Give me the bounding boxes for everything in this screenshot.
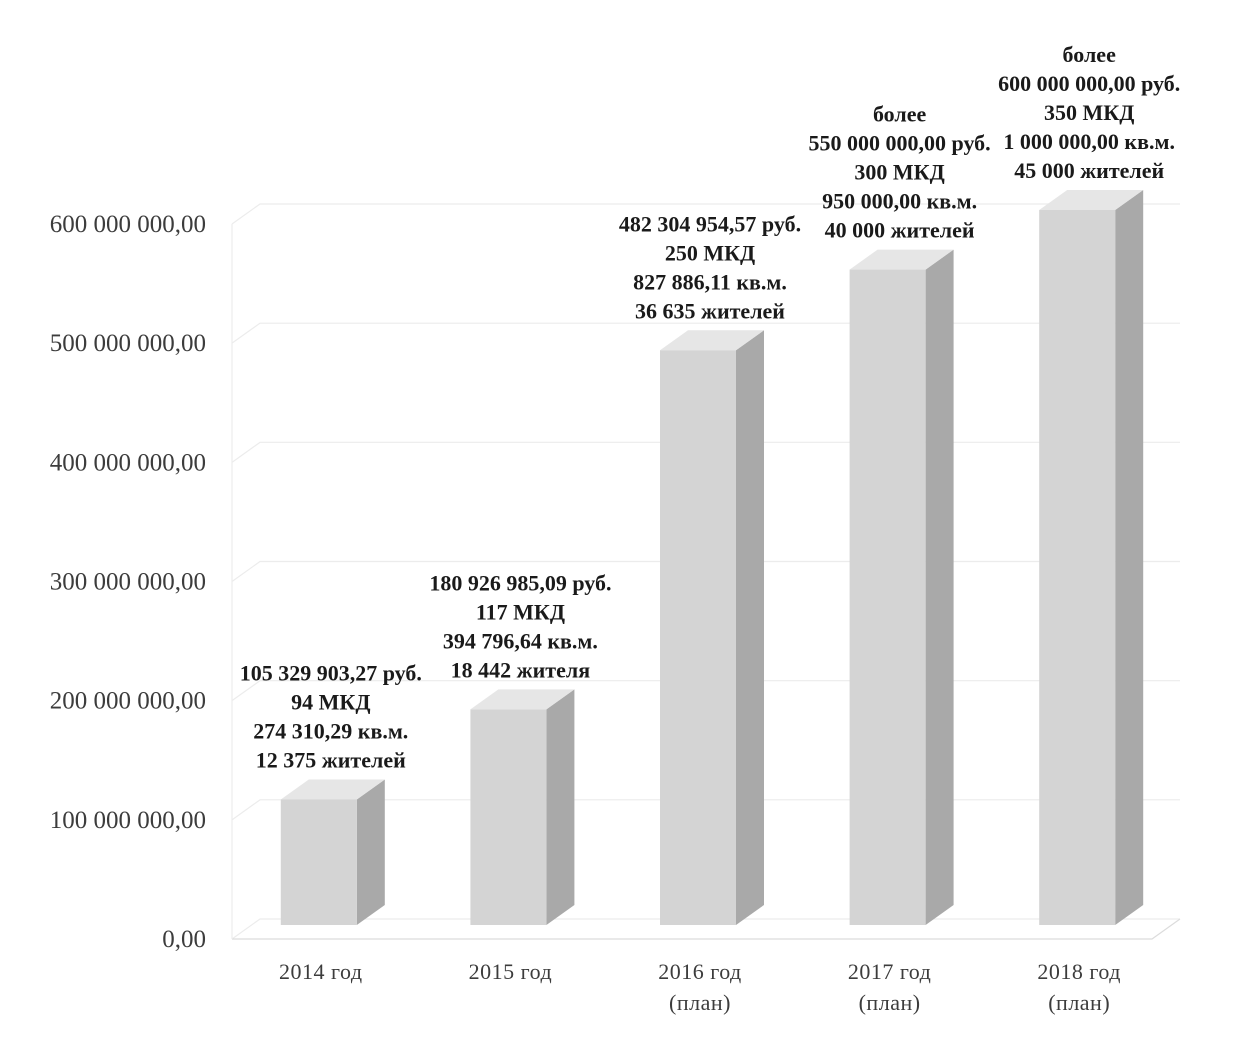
y-tick-label: 0,00	[162, 926, 206, 953]
data-label: 105 329 903,27 руб.	[240, 660, 422, 685]
data-label: 350 МКД	[1044, 100, 1134, 125]
bar-group	[280, 779, 385, 925]
bar	[849, 269, 926, 925]
bar-group	[660, 330, 764, 925]
bar	[280, 799, 357, 925]
y-tick-label: 300 000 000,00	[50, 569, 206, 596]
x-category-label: 2018 год	[1037, 959, 1121, 984]
x-axis-floor	[232, 918, 1181, 940]
bar	[470, 709, 547, 925]
bar-top	[470, 689, 575, 710]
data-label: 180 926 985,09 руб.	[429, 570, 611, 595]
x-category-label: 2014 год	[279, 959, 363, 984]
y-tick-label: 200 000 000,00	[50, 688, 206, 715]
bar-top	[1039, 190, 1144, 210]
data-label: 18 442 жителя	[451, 657, 591, 682]
data-label: 482 304 954,57 руб.	[619, 211, 801, 236]
bar-top	[280, 779, 385, 800]
gridline	[231, 203, 1180, 225]
bar-side	[1115, 190, 1144, 925]
x-category-label: 2016 год	[658, 959, 742, 984]
y-tick-label: 100 000 000,00	[50, 807, 206, 834]
data-label: 117 МКД	[476, 599, 565, 624]
y-tick-label: 600 000 000,00	[50, 211, 206, 238]
bar-top	[849, 249, 954, 270]
bar	[660, 350, 736, 925]
data-label: 274 310,29 кв.м.	[253, 718, 408, 743]
data-label: более	[1063, 42, 1117, 67]
x-category-label: (план)	[669, 990, 731, 1015]
bar-side	[925, 249, 954, 926]
data-label: 300 МКД	[854, 160, 944, 185]
data-label: 950 000,00 кв.м.	[822, 189, 977, 214]
data-label: 827 886,11 кв.м.	[633, 269, 787, 294]
bar-top	[660, 330, 764, 351]
bar-side	[736, 330, 764, 925]
bar-group	[1039, 190, 1144, 925]
y-tick-label: 500 000 000,00	[50, 330, 206, 357]
x-category-label: 2017 год	[848, 959, 932, 984]
data-label: 40 000 жителей	[825, 218, 975, 243]
x-category-label: 2015 год	[469, 959, 553, 984]
data-label: 600 000 000,00 руб.	[998, 71, 1180, 96]
data-label: 550 000 000,00 руб.	[809, 131, 991, 156]
bar-side	[356, 779, 385, 925]
data-label: 45 000 жителей	[1014, 158, 1164, 183]
x-category-label: (план)	[1048, 990, 1110, 1015]
y-tick-label: 400 000 000,00	[50, 449, 206, 476]
data-label: 12 375 жителей	[256, 747, 406, 772]
bar-group	[849, 249, 954, 926]
data-label: 394 796,64 кв.м.	[443, 628, 598, 653]
data-label: 250 МКД	[665, 240, 755, 265]
x-category-label: (план)	[859, 990, 921, 1015]
bar-group	[470, 689, 575, 925]
data-label: 36 635 жителей	[635, 298, 785, 323]
data-label: 94 МКД	[291, 689, 370, 714]
data-label: 1 000 000,00 кв.м.	[1003, 129, 1175, 154]
data-label: более	[873, 102, 927, 127]
bar-side	[546, 689, 575, 925]
bar	[1039, 210, 1116, 925]
